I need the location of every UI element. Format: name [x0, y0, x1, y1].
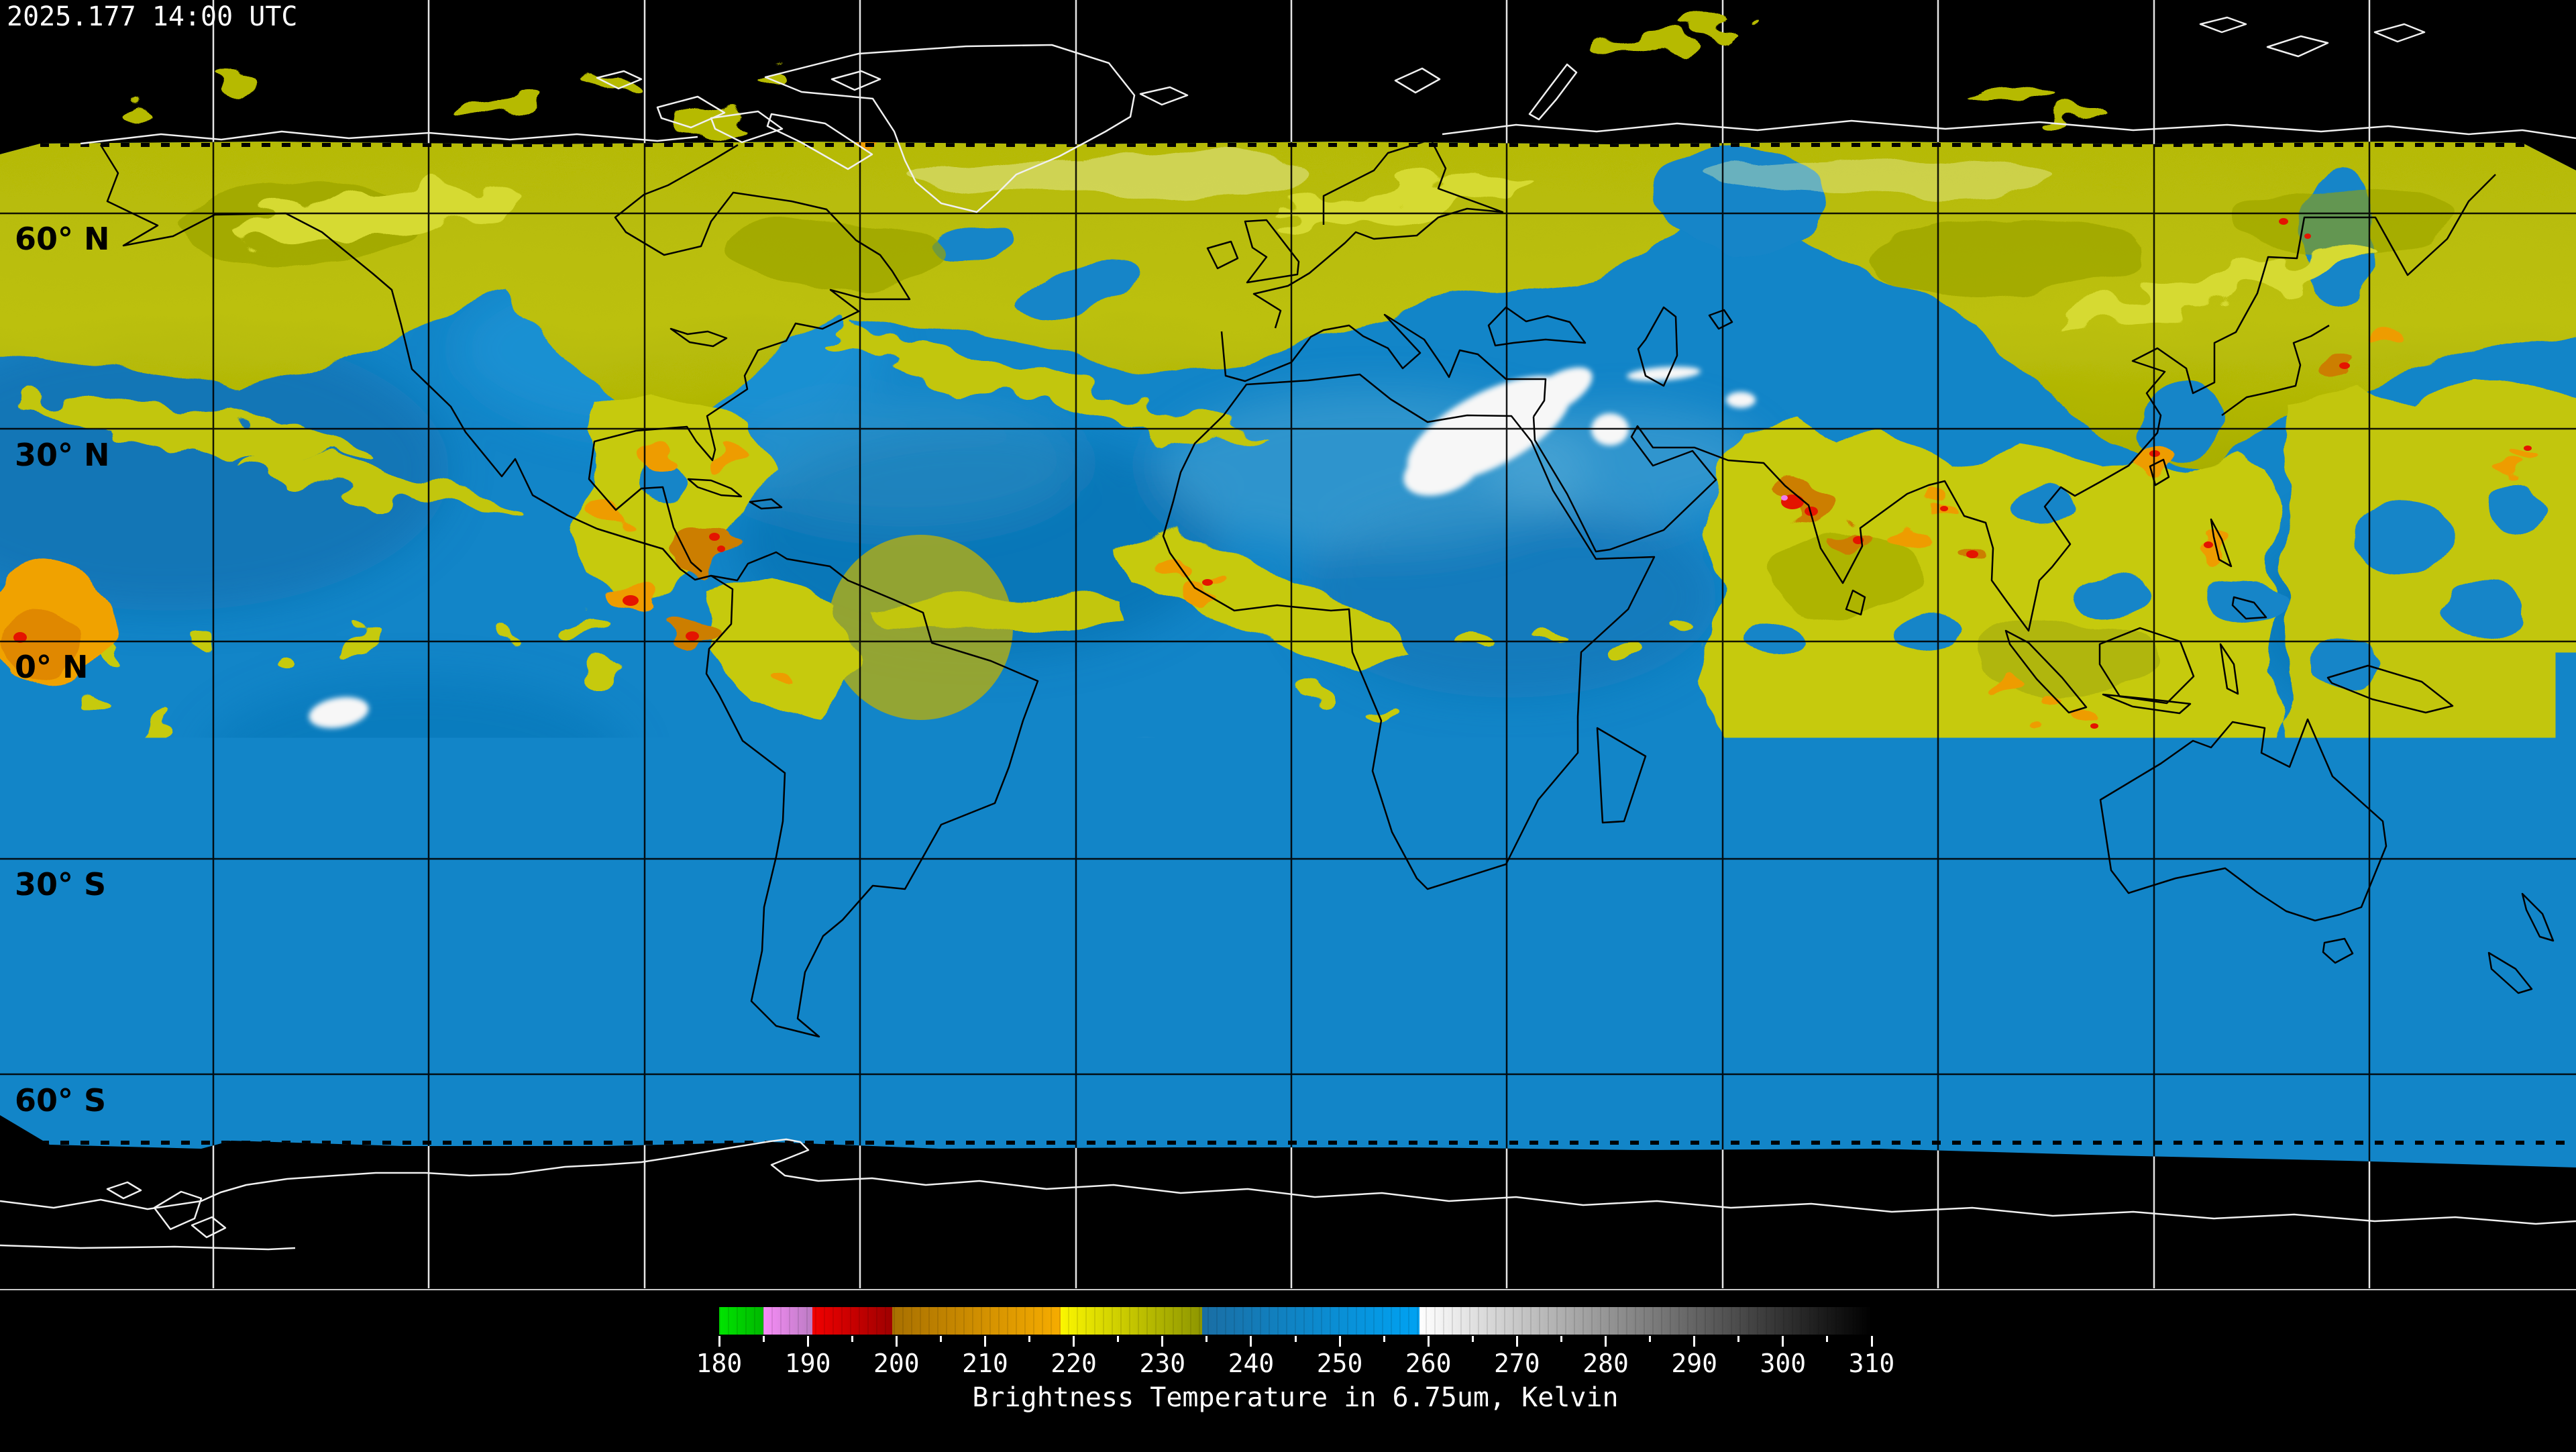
colorbar-tick-195	[851, 1336, 853, 1342]
colorbar-tick-label-310: 310	[1849, 1349, 1895, 1378]
colorbar-tick-230	[1161, 1336, 1163, 1347]
world-map-canvas: 60° N 30° N 0° N 30° S 60° S	[0, 0, 2576, 1449]
colorbar-tick-label-180: 180	[696, 1349, 743, 1378]
colorbar-tick-235	[1205, 1336, 1208, 1342]
colorbar-tick-270	[1516, 1336, 1518, 1347]
colorbar-tick-305	[1826, 1336, 1828, 1342]
colorbar-tick-label-270: 270	[1494, 1349, 1540, 1378]
magenta-overshoot-dot	[1781, 495, 1788, 501]
colorbar-tick-310	[1871, 1336, 1873, 1347]
lat-label-30n: 30° N	[15, 437, 110, 473]
colorbar-tick-215	[1028, 1336, 1030, 1342]
colorbar-tick-220	[1073, 1336, 1075, 1347]
colorbar-tick-200	[896, 1336, 898, 1347]
colorbar-tick-255	[1383, 1336, 1385, 1342]
colorbar-legend: 180 190 200 210 220 230 240 250 260 270 280 290 300 3…	[0, 1295, 2576, 1449]
colorbar-tick-label-300: 300	[1760, 1349, 1807, 1378]
lat-label-60s: 60° S	[15, 1082, 106, 1119]
map-bottom-border-line	[0, 1289, 2576, 1290]
colorbar-tick-245	[1295, 1336, 1297, 1342]
colorbar-tick-label-250: 250	[1317, 1349, 1363, 1378]
colorbar-tick-190	[807, 1336, 809, 1347]
colorbar-tick-285	[1649, 1336, 1651, 1342]
satellite-composite-screen: 60° N 30° N 0° N 30° S 60° S 2025.177 14…	[0, 0, 2576, 1449]
colorbar-tick-180	[718, 1336, 720, 1347]
colorbar-tick-280	[1605, 1336, 1607, 1347]
colorbar-tick-label-280: 280	[1582, 1349, 1629, 1378]
colorbar-tick-275	[1560, 1336, 1562, 1342]
colorbar-tick-205	[940, 1336, 942, 1342]
colorbar-tick-label-190: 190	[785, 1349, 831, 1378]
colorbar-step-texture	[719, 1307, 1872, 1335]
colorbar-tick-240	[1250, 1336, 1252, 1347]
colorbar-tick-label-230: 230	[1139, 1349, 1185, 1378]
timestamp-label: 2025.177 14:00 UTC	[7, 1, 297, 32]
lat-label-60n: 60° N	[15, 221, 110, 257]
colorbar-tick-210	[984, 1336, 986, 1347]
colorbar-tick-260	[1428, 1336, 1430, 1347]
colorbar-tick-250	[1339, 1336, 1341, 1347]
colorbar-track	[719, 1307, 1872, 1335]
lat-label-0n: 0° N	[15, 649, 89, 685]
lat-label-30s: 30° S	[15, 866, 106, 902]
colorbar-tick-265	[1472, 1336, 1474, 1342]
colorbar-tick-290	[1693, 1336, 1695, 1347]
colorbar-tick-300	[1782, 1336, 1784, 1347]
colorbar-tick-label-290: 290	[1671, 1349, 1717, 1378]
colorbar-tick-label-240: 240	[1228, 1349, 1275, 1378]
west-pacific-cloud-mass	[2281, 376, 2576, 778]
colorbar-tick-295	[1737, 1336, 1739, 1342]
colorbar-tick-label-200: 200	[873, 1349, 920, 1378]
colorbar-title: Brightness Temperature in 6.75um, Kelvin	[719, 1382, 1872, 1413]
composite-data-region	[0, 0, 2576, 1208]
colorbar-tick-225	[1117, 1336, 1119, 1342]
colorbar-tick-label-260: 260	[1405, 1349, 1452, 1378]
colorbar-tick-label-220: 220	[1051, 1349, 1097, 1378]
colorbar-tick-185	[763, 1336, 765, 1342]
khaki-disc-artifact	[828, 535, 1013, 720]
colorbar-tick-label-210: 210	[962, 1349, 1008, 1378]
